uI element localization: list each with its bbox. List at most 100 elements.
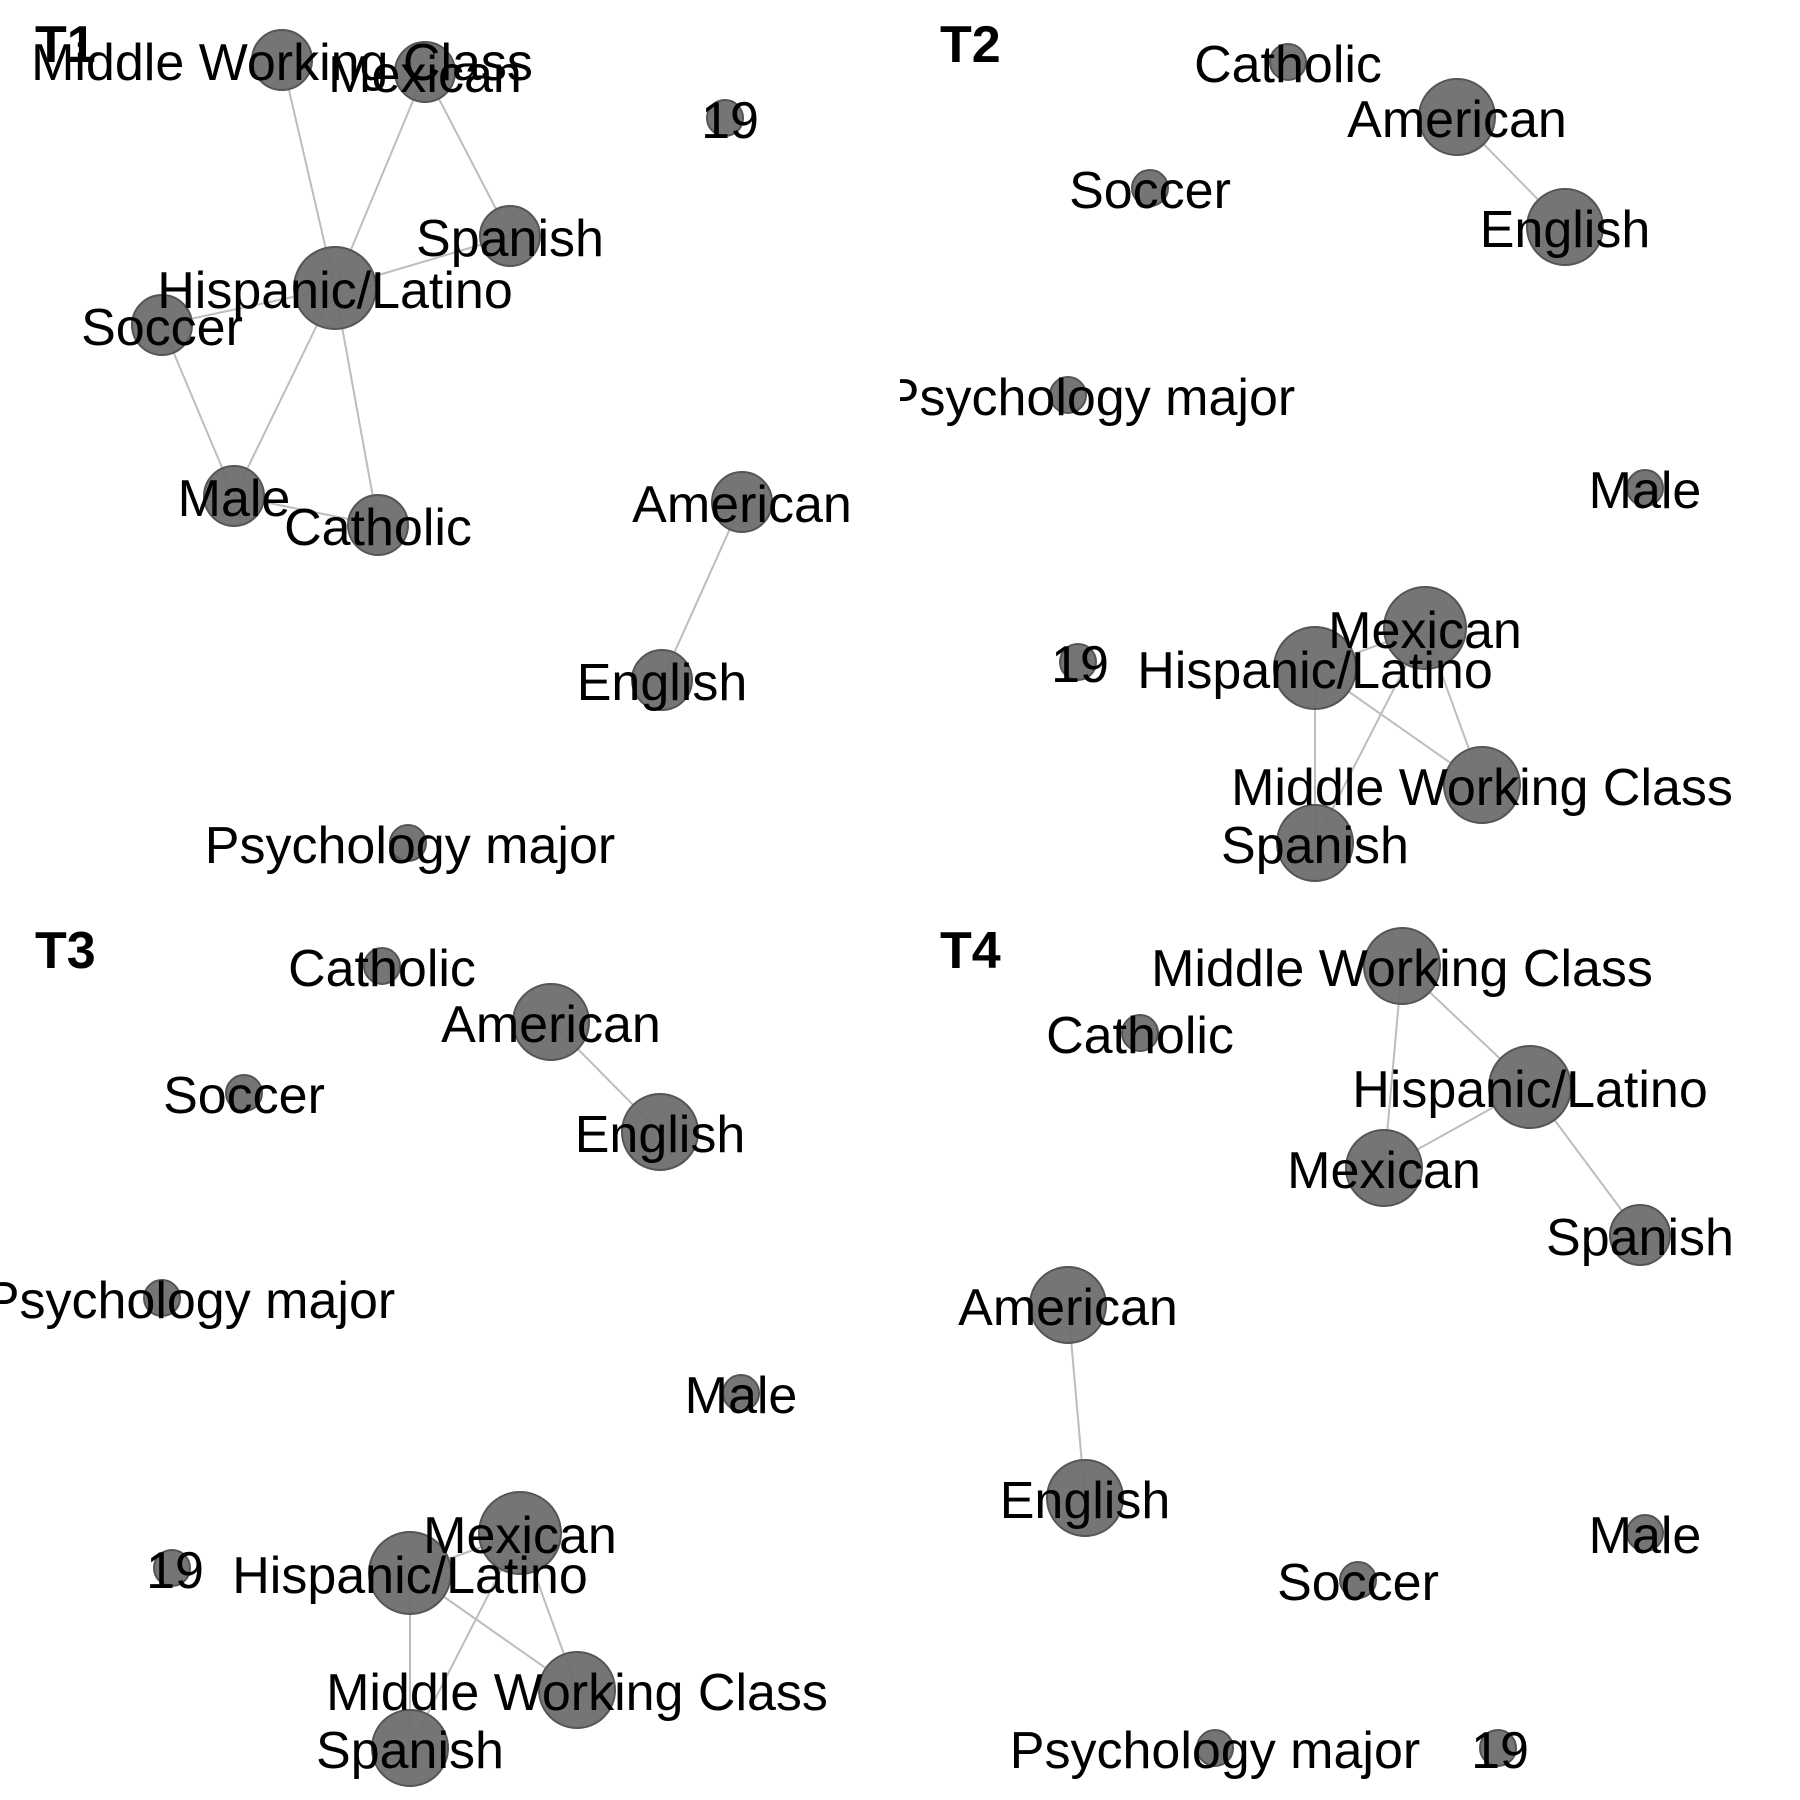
node-american[interactable] [711,471,773,533]
node-soccer[interactable] [1131,169,1169,207]
node-label-soccer: Soccer [1277,1554,1439,1612]
node-hispanic[interactable] [368,1531,452,1615]
edges [161,59,743,681]
node-psych[interactable] [1049,376,1087,414]
node-n19[interactable] [706,99,744,137]
node-mwc[interactable] [1363,927,1441,1005]
node-label-catholic: Catholic [288,940,476,998]
node-english[interactable] [1526,188,1604,266]
node-label-american: American [1347,91,1567,149]
node-n19[interactable] [1059,643,1097,681]
node-mexican[interactable] [478,1491,562,1575]
node-label-american: American [958,1279,1178,1337]
panel-title: T4 [940,922,1001,980]
node-english[interactable] [1046,1459,1124,1537]
node-label-male: Male [178,470,291,528]
node-label-n19: 19 [701,92,759,150]
node-mexican[interactable] [1345,1129,1423,1207]
node-label-spanish: Spanish [416,210,604,268]
node-male[interactable] [1626,1514,1664,1552]
node-label-mwc: Middle Working Class [326,1664,828,1722]
node-label-mwc: Middle Working Class [1231,759,1733,817]
node-label-american: American [632,476,852,534]
node-soccer[interactable] [131,294,193,356]
node-label-hispanic: Hispanic/Latino [232,1547,588,1605]
panel-title: T3 [35,922,96,980]
node-label-catholic: Catholic [1194,36,1382,94]
node-american[interactable] [1418,78,1496,156]
node-label-male: Male [685,1367,798,1425]
node-label-english: English [1480,201,1651,259]
node-catholic[interactable] [347,494,409,556]
node-label-mexican: Mexican [1328,602,1522,660]
node-english[interactable] [621,1093,699,1171]
node-label-english: English [577,654,748,712]
panel-t4: Middle Working Class Catholic Hispanic/Lat… [940,922,1734,1780]
node-label-psych: Psychology major [1010,1722,1420,1780]
node-label-spanish: Spanish [316,1722,504,1780]
node-label-mexican: Mexican [328,46,522,104]
node-spanish[interactable] [371,1709,449,1787]
node-label-mexican: Mexican [423,1507,617,1565]
node-n19[interactable] [153,1549,191,1587]
node-psych[interactable] [389,824,427,862]
nodes [143,947,760,1787]
node-label-mwc: Middle Working Class [1151,940,1653,998]
node-label-mwc: Middle Working Class [31,34,533,92]
node-psych[interactable] [143,1279,181,1317]
node-label-soccer: Soccer [1069,162,1231,220]
node-english[interactable] [631,649,693,711]
node-mwc[interactable] [538,1651,616,1729]
node-spanish[interactable] [1276,804,1354,882]
node-mexican[interactable] [1383,586,1467,670]
node-american[interactable] [1029,1266,1107,1344]
labels: Middle Working Class Catholic Hispanic/Lat… [958,940,1734,1780]
node-male[interactable] [722,1374,760,1412]
node-label-spanish: Spanish [1221,817,1409,875]
node-label-psych: Psychology major [205,817,615,875]
node-mexican[interactable] [394,41,456,103]
node-male[interactable] [1626,469,1664,507]
node-label-hispanic: Hispanic/Latino [1352,1061,1708,1119]
nodes [1049,43,1664,882]
node-label-english: English [1000,1472,1171,1530]
node-hispanic[interactable] [1273,626,1357,710]
node-label-psych: Psychology major [885,369,1295,427]
node-hispanic[interactable] [1488,1045,1572,1129]
node-mwc[interactable] [1443,746,1521,824]
node-psych[interactable] [1196,1729,1234,1767]
node-label-soccer: Soccer [163,1067,325,1125]
node-label-n19: 19 [1051,636,1109,694]
node-hispanic[interactable] [293,246,377,330]
nodes [131,29,773,862]
node-spanish[interactable] [479,205,541,267]
nodes [1029,927,1671,1767]
node-label-mexican: Mexican [1287,1142,1481,1200]
node-label-male: Male [1589,1507,1702,1565]
panel-title: T1 [35,16,96,74]
node-american[interactable] [512,983,590,1061]
node-catholic[interactable] [1269,43,1307,81]
node-n19[interactable] [1479,1729,1517,1767]
node-label-catholic: Catholic [284,499,472,557]
node-mwc[interactable] [251,29,313,91]
node-label-hispanic: Hispanic/Latino [157,262,513,320]
node-male[interactable] [203,465,265,527]
node-label-spanish: Spanish [1546,1209,1734,1267]
node-label-hispanic: Hispanic/Latino [1137,642,1493,700]
node-spanish[interactable] [1609,1204,1671,1266]
node-soccer[interactable] [1339,1561,1377,1599]
node-soccer[interactable] [225,1074,263,1112]
node-label-american: American [441,996,661,1054]
node-catholic[interactable] [363,947,401,985]
node-catholic[interactable] [1121,1014,1159,1052]
